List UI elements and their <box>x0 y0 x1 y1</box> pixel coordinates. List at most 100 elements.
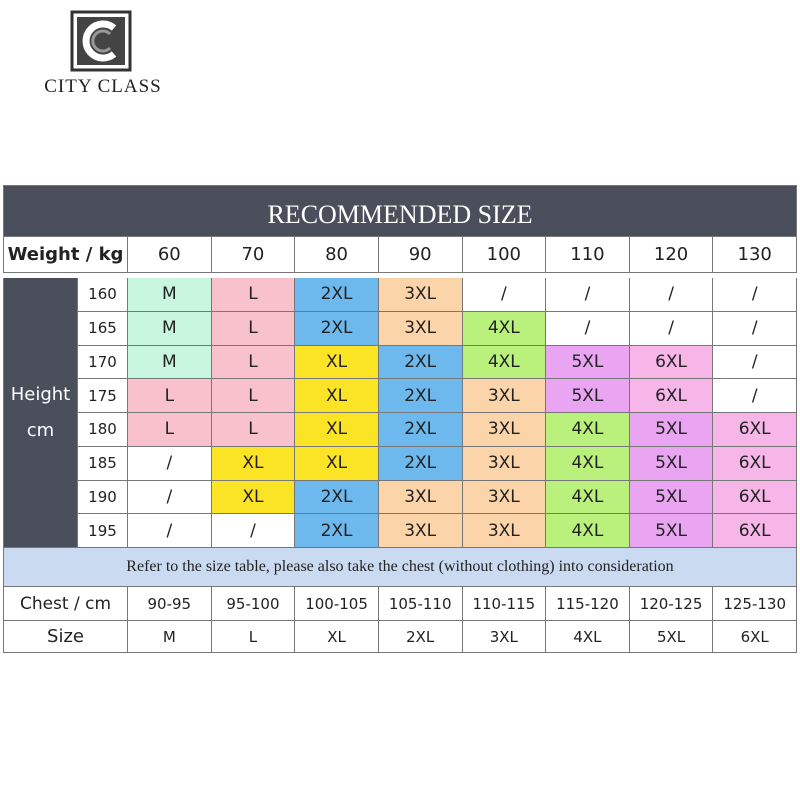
size-cell: M <box>128 345 212 380</box>
chest-size: 3XL <box>462 621 547 653</box>
size-cell: 6XL <box>629 379 714 413</box>
size-cell: / <box>546 311 630 346</box>
size-cell: / <box>546 278 630 312</box>
height-value: 170 <box>78 345 128 380</box>
weight-header: 110 <box>546 237 630 273</box>
size-cell: XL <box>295 446 379 481</box>
logo <box>70 10 132 72</box>
height-value: 180 <box>78 413 128 447</box>
size-cell: 2XL <box>378 345 463 380</box>
height-label: Height <box>10 383 71 405</box>
chest-range: 115-120 <box>546 587 630 621</box>
size-cell: L <box>211 413 296 447</box>
size-cell: 2XL <box>295 311 379 346</box>
size-cell: 6XL <box>713 514 797 548</box>
brand: CITY CLASS <box>44 76 162 97</box>
chest-range: 125-130 <box>713 587 797 621</box>
size-cell: 4XL <box>462 345 547 380</box>
chest-size: M <box>128 621 212 653</box>
table-title: RECOMMENDED SIZE <box>3 185 797 237</box>
size-cell: M <box>128 311 212 346</box>
chest-range: 105-110 <box>378 587 463 621</box>
height-value: 185 <box>78 446 128 481</box>
size-cell: / <box>629 278 714 312</box>
size-cell: / <box>128 480 212 515</box>
size-cell: 2XL <box>378 413 463 447</box>
height-value: 165 <box>78 311 128 346</box>
size-cell: 2XL <box>378 379 463 413</box>
size-cell: 2XL <box>295 480 379 515</box>
size-cell: 4XL <box>546 413 630 447</box>
size-cell: 3XL <box>462 514 547 548</box>
size-cell: 2XL <box>295 514 379 548</box>
size-cell: 2XL <box>295 278 379 312</box>
size-cell: / <box>462 278 547 312</box>
chest-range: 120-125 <box>629 587 714 621</box>
weight-header: 120 <box>629 237 714 273</box>
size-cell: / <box>629 311 714 346</box>
size-cell: / <box>713 345 797 380</box>
chest-size: 2XL <box>378 621 463 653</box>
size-cell: L <box>211 278 296 312</box>
size-cell: 3XL <box>462 446 547 481</box>
size-cell: 6XL <box>713 446 797 481</box>
weight-header: 80 <box>295 237 379 273</box>
weight-header: 100 <box>462 237 547 273</box>
size-cell: 5XL <box>629 480 714 515</box>
size-cell: 3XL <box>462 413 547 447</box>
size-cell: / <box>211 514 296 548</box>
size-cell: XL <box>211 480 296 515</box>
height-label-box: Height cm <box>3 278 78 548</box>
size-cell: 5XL <box>629 446 714 481</box>
size-cell: / <box>128 514 212 548</box>
chest-size: 6XL <box>713 621 797 653</box>
chest-size: L <box>211 621 296 653</box>
size-cell: 3XL <box>378 278 463 312</box>
chest-size: 5XL <box>629 621 714 653</box>
size-cell: 6XL <box>629 345 714 380</box>
size-cell: L <box>128 413 212 447</box>
height-label: cm <box>26 419 55 441</box>
size-cell: / <box>713 278 797 312</box>
size-cell: / <box>713 311 797 346</box>
chest-range: 95-100 <box>211 587 296 621</box>
height-value: 160 <box>78 278 128 312</box>
size-cell: 5XL <box>546 345 630 380</box>
height-value: 195 <box>78 514 128 548</box>
height-value: 190 <box>78 480 128 515</box>
size-cell: 3XL <box>378 514 463 548</box>
size-cell: L <box>211 345 296 380</box>
size-cell: 3XL <box>462 480 547 515</box>
size-cell: XL <box>211 446 296 481</box>
size-cell: 3XL <box>378 311 463 346</box>
size-cell: 5XL <box>629 514 714 548</box>
size-cell: L <box>211 311 296 346</box>
size-cell: 2XL <box>378 446 463 481</box>
size-cell: 4XL <box>546 446 630 481</box>
chest-label: Chest / cm <box>3 587 128 621</box>
weight-label: Weight / kg <box>3 237 128 273</box>
height-value: 175 <box>78 379 128 413</box>
size-cell: 4XL <box>462 311 547 346</box>
chest-range: 90-95 <box>128 587 212 621</box>
chest-range: 110-115 <box>462 587 547 621</box>
note: Refer to the size table, please also tak… <box>3 548 797 587</box>
size-cell: L <box>211 379 296 413</box>
chest-range: 100-105 <box>295 587 379 621</box>
size-cell: 5XL <box>546 379 630 413</box>
weight-header: 60 <box>128 237 212 273</box>
size-cell: 6XL <box>713 480 797 515</box>
size-label: Size <box>3 621 128 653</box>
size-cell: L <box>128 379 212 413</box>
size-cell: 3XL <box>378 480 463 515</box>
size-cell: XL <box>295 379 379 413</box>
size-cell: 5XL <box>629 413 714 447</box>
chest-size: 4XL <box>546 621 630 653</box>
size-cell: XL <box>295 413 379 447</box>
weight-header: 90 <box>378 237 463 273</box>
size-cell: / <box>128 446 212 481</box>
size-cell: 4XL <box>546 514 630 548</box>
size-cell: 4XL <box>546 480 630 515</box>
size-cell: XL <box>295 345 379 380</box>
